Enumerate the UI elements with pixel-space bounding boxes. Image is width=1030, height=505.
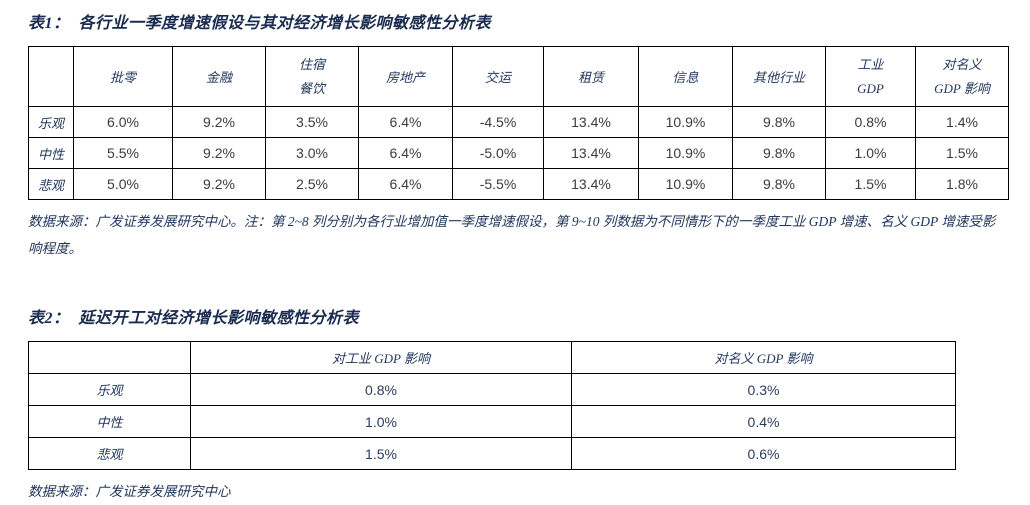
row-label: 悲观 <box>28 168 74 200</box>
data-cell: 1.0% <box>825 137 916 169</box>
data-cell: 1.4% <box>915 106 1009 138</box>
data-cell: 0.4% <box>571 405 956 438</box>
header-cell-other-industries: 其他行业 <box>732 46 826 107</box>
data-cell: 3.0% <box>265 137 359 169</box>
data-cell: 5.5% <box>73 137 173 169</box>
header-cell-realestate: 房地产 <box>358 46 453 107</box>
row-label: 乐观 <box>28 373 191 406</box>
data-cell: 13.4% <box>543 168 639 200</box>
table2: 对工业 GDP 影响 对名义 GDP 影响 乐观 0.8% 0.3% 中性 1.… <box>28 341 956 470</box>
data-cell: 6.4% <box>358 168 453 200</box>
table1-label: 表1： <box>28 15 70 32</box>
row-label: 中性 <box>28 405 191 438</box>
header-cell-finance: 金融 <box>172 46 266 107</box>
header-cell-empty <box>28 46 74 107</box>
data-cell: 6.4% <box>358 137 453 169</box>
table2-header-row: 对工业 GDP 影响 对名义 GDP 影响 <box>28 341 956 374</box>
data-cell: 9.2% <box>172 106 266 138</box>
row-label: 乐观 <box>28 106 74 138</box>
data-cell: -5.5% <box>452 168 544 200</box>
header-cell-hotel-catering: 住宿 餐饮 <box>265 46 359 107</box>
data-cell: 5.0% <box>73 168 173 200</box>
data-cell: 1.5% <box>825 168 916 200</box>
table1-section: 表1： 各行业一季度增速假设与其对经济增长影响敏感性分析表 批零 金融 住宿 餐饮 <box>28 9 1009 262</box>
data-cell: 2.5% <box>265 168 359 200</box>
data-cell: 13.4% <box>543 137 639 169</box>
table1-title-text: 各行业一季度增速假设与其对经济增长影响敏感性分析表 <box>78 15 492 32</box>
data-cell: 6.4% <box>358 106 453 138</box>
data-cell: 1.0% <box>190 405 572 438</box>
data-cell: 9.2% <box>172 168 266 200</box>
row-label: 悲观 <box>28 437 191 470</box>
header-cell-nominal-gdp-impact: 对名义 GDP 影响 <box>915 46 1009 107</box>
table1-source-note: 数据来源：广发证券发展研究中心。注：第 2~8 列分别为各行业增加值一季度增速假… <box>28 214 996 256</box>
table2-section: 表2： 延迟开工对经济增长影响敏感性分析表 对工业 GDP 影响 对名义 GDP … <box>28 304 1008 505</box>
data-cell: 10.9% <box>638 137 733 169</box>
table2-title-text: 延迟开工对经济增长影响敏感性分析表 <box>78 310 360 327</box>
header-cell-empty <box>28 341 191 374</box>
header-cell-nominal-gdp-impact: 对名义 GDP 影响 <box>571 341 956 374</box>
data-cell: 1.5% <box>190 437 572 470</box>
table1-header-row: 批零 金融 住宿 餐饮 房地产 交运 租赁 信息 其他行业 工业 GDP <box>28 46 1009 107</box>
table-row-optimistic: 乐观 0.8% 0.3% <box>28 373 956 406</box>
data-cell: 9.8% <box>732 168 826 200</box>
data-cell: 9.8% <box>732 106 826 138</box>
table2-source-note: 数据来源：广发证券发展研究中心 <box>28 484 231 499</box>
data-cell: 0.6% <box>571 437 956 470</box>
header-cell-leasing: 租赁 <box>543 46 639 107</box>
data-cell: 10.9% <box>638 168 733 200</box>
table1-title: 表1： 各行业一季度增速假设与其对经济增长影响敏感性分析表 <box>28 9 1008 33</box>
data-cell: 3.5% <box>265 106 359 138</box>
data-cell: 1.8% <box>915 168 1009 200</box>
header-cell-retail: 批零 <box>73 46 173 107</box>
data-cell: 0.3% <box>571 373 956 406</box>
table-row-neutral: 中性 5.5% 9.2% 3.0% 6.4% -5.0% 13.4% 10.9%… <box>28 137 1009 169</box>
data-cell: 6.0% <box>73 106 173 138</box>
table-row-pessimistic: 悲观 1.5% 0.6% <box>28 437 956 470</box>
data-cell: -4.5% <box>452 106 544 138</box>
header-cell-industrial-gdp-impact: 对工业 GDP 影响 <box>190 341 572 374</box>
data-cell: 1.5% <box>915 137 1009 169</box>
data-cell: 0.8% <box>825 106 916 138</box>
header-cell-transport: 交运 <box>452 46 544 107</box>
table-row-neutral: 中性 1.0% 0.4% <box>28 405 956 438</box>
data-cell: -5.0% <box>452 137 544 169</box>
row-label: 中性 <box>28 137 74 169</box>
data-cell: 10.9% <box>638 106 733 138</box>
table-row-optimistic: 乐观 6.0% 9.2% 3.5% 6.4% -4.5% 13.4% 10.9%… <box>28 106 1009 138</box>
data-cell: 13.4% <box>543 106 639 138</box>
data-cell: 9.2% <box>172 137 266 169</box>
table1: 批零 金融 住宿 餐饮 房地产 交运 租赁 信息 其他行业 工业 GDP <box>28 46 1009 200</box>
data-cell: 0.8% <box>190 373 572 406</box>
header-cell-information: 信息 <box>638 46 733 107</box>
data-cell: 9.8% <box>732 137 826 169</box>
header-cell-industrial-gdp: 工业 GDP <box>825 46 916 107</box>
table2-title: 表2： 延迟开工对经济增长影响敏感性分析表 <box>28 304 1008 328</box>
table-row-pessimistic: 悲观 5.0% 9.2% 2.5% 6.4% -5.5% 13.4% 10.9%… <box>28 168 1009 200</box>
table2-label: 表2： <box>28 310 70 327</box>
